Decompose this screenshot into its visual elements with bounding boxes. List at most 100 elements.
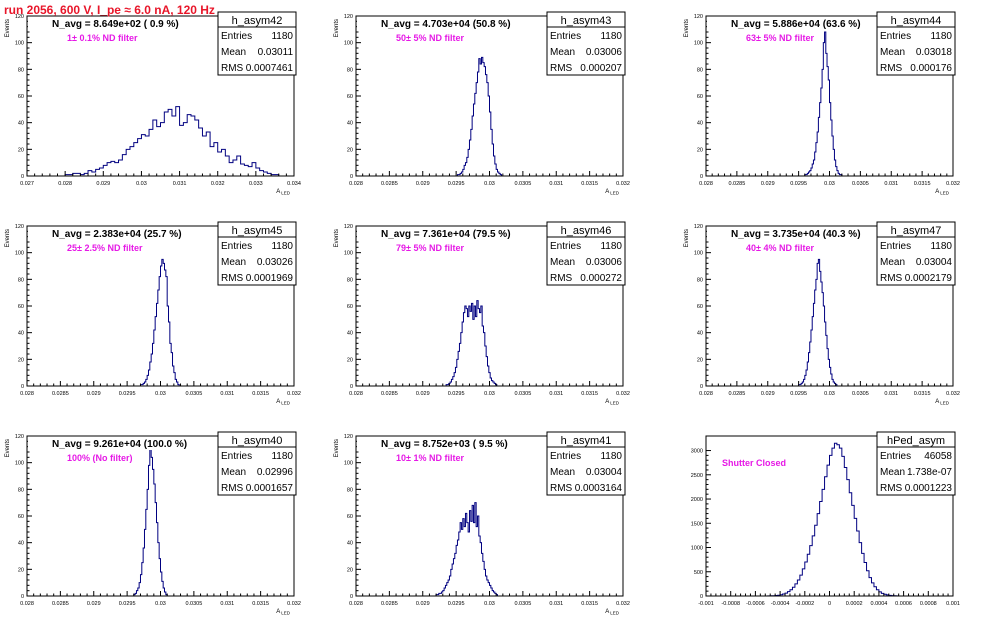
stat-value: 1180 bbox=[600, 451, 622, 462]
navg-box bbox=[357, 437, 547, 450]
y-tick-label: 40 bbox=[697, 121, 703, 127]
y-tick-label: 20 bbox=[347, 357, 353, 363]
x-tick-label: 0.032 bbox=[616, 181, 630, 187]
navg-box bbox=[707, 17, 897, 30]
y-tick-label: 80 bbox=[347, 277, 353, 283]
histogram-bars bbox=[456, 56, 503, 177]
y-tick-label: 0 bbox=[21, 594, 24, 600]
x-tick-label: 0.0285 bbox=[728, 391, 745, 397]
histogram-name: h_asym40 bbox=[232, 435, 283, 447]
x-tick-label: 0.031 bbox=[549, 181, 563, 187]
stat-key: RMS bbox=[550, 63, 573, 74]
x-tick-label: 0.031 bbox=[173, 181, 187, 187]
y-tick-label: 120 bbox=[694, 224, 703, 230]
x-tick-label: 0.03 bbox=[824, 391, 835, 397]
stat-key: RMS bbox=[221, 273, 244, 284]
x-axis-label: ALED bbox=[935, 399, 950, 406]
stat-value: 1180 bbox=[271, 451, 293, 462]
x-tick-label: 0.0315 bbox=[581, 391, 598, 397]
x-tick-label: 0.029 bbox=[416, 391, 430, 397]
x-axis-label: ALED bbox=[276, 399, 291, 406]
x-tick-label: 0.001 bbox=[946, 601, 960, 607]
stat-value: 0.000272 bbox=[580, 273, 622, 284]
x-tick-label: 0.0315 bbox=[914, 391, 931, 397]
stats-box bbox=[217, 431, 297, 496]
histogram-name: h_asym42 bbox=[232, 15, 283, 27]
stat-value: 1180 bbox=[930, 31, 952, 42]
stat-key: Mean bbox=[550, 257, 575, 268]
y-tick-label: 120 bbox=[344, 14, 353, 20]
navg-label: N_avg = 4.703e+04 (50.8 %) bbox=[381, 19, 511, 30]
filter-annotation: 100% (No filter) bbox=[67, 453, 133, 463]
histogram-panel-h_asym44: 0.028 0.0285 0.029 0.0295 0.03 0.0305 0.031 0.0… bbox=[684, 11, 960, 196]
x-axis-label: ALED bbox=[276, 189, 291, 196]
x-tick-label: -0.0006 bbox=[746, 601, 765, 607]
x-axis-label: ALED bbox=[276, 609, 291, 616]
stat-value: 1.738e-07 bbox=[907, 467, 952, 478]
navg-label: N_avg = 7.361e+04 (79.5 %) bbox=[381, 229, 511, 240]
stat-key: Entries bbox=[880, 451, 911, 462]
y-tick-label: 80 bbox=[18, 277, 24, 283]
x-tick-label: 0.0315 bbox=[581, 181, 598, 187]
x-tick-label: 0.028 bbox=[699, 181, 713, 187]
x-axis-label: ALED bbox=[605, 609, 620, 616]
x-tick-label: 0.0315 bbox=[581, 601, 598, 607]
x-tick-label: 0.034 bbox=[287, 181, 301, 187]
stat-key: Entries bbox=[550, 451, 581, 462]
y-tick-label: 0 bbox=[700, 174, 703, 180]
y-tick-label: 100 bbox=[15, 251, 24, 257]
stat-value: 1180 bbox=[271, 31, 293, 42]
histogram-name: h_asym43 bbox=[561, 15, 612, 27]
x-tick-label: 0.0285 bbox=[381, 601, 398, 607]
filter-annotation: 25± 2.5% ND filter bbox=[67, 243, 143, 253]
y-tick-label: 80 bbox=[347, 487, 353, 493]
y-tick-label: 40 bbox=[18, 541, 24, 547]
stat-value: 0.03026 bbox=[257, 257, 294, 268]
y-axis-label: Events bbox=[334, 229, 340, 247]
x-tick-label: 0.0305 bbox=[514, 391, 531, 397]
y-tick-label: 120 bbox=[344, 224, 353, 230]
y-tick-label: 20 bbox=[18, 357, 24, 363]
y-tick-label: 60 bbox=[347, 514, 353, 520]
x-tick-label: 0 bbox=[828, 601, 831, 607]
y-tick-label: 60 bbox=[697, 94, 703, 100]
stat-value: 0.000207 bbox=[580, 63, 622, 74]
x-tick-label: 0.028 bbox=[20, 391, 34, 397]
stat-value: 46058 bbox=[924, 451, 952, 462]
x-tick-label: 0.0285 bbox=[52, 601, 69, 607]
histogram-name: h_asym47 bbox=[891, 225, 942, 237]
stat-value: 0.03011 bbox=[258, 47, 294, 58]
stat-key: RMS bbox=[221, 63, 244, 74]
histogram-bars bbox=[64, 106, 280, 176]
x-tick-label: 0.029 bbox=[87, 601, 101, 607]
histogram-panel-hPed_asym: -0.001 -0.0008 -0.0006 -0.0004 -0.0002 0 0.000… bbox=[691, 431, 960, 607]
y-tick-label: 20 bbox=[347, 147, 353, 153]
y-axis-label: Events bbox=[5, 19, 11, 37]
x-tick-label: 0.028 bbox=[349, 391, 363, 397]
y-tick-label: 1500 bbox=[691, 521, 703, 527]
stat-value: 1180 bbox=[600, 31, 622, 42]
x-tick-label: 0.0305 bbox=[185, 601, 202, 607]
stat-key: Mean bbox=[880, 47, 905, 58]
histogram-bars bbox=[798, 258, 838, 386]
y-axis-label: Events bbox=[5, 439, 11, 457]
stat-value: 0.0007461 bbox=[246, 63, 294, 74]
stats-box bbox=[217, 221, 297, 286]
x-tick-label: 0.0305 bbox=[852, 181, 869, 187]
stat-value: 0.03004 bbox=[916, 257, 953, 268]
y-tick-label: 40 bbox=[18, 121, 24, 127]
x-tick-label: 0.0285 bbox=[381, 181, 398, 187]
y-tick-label: 0 bbox=[350, 174, 353, 180]
histogram-panel-h_asym47: 0.028 0.0285 0.029 0.0295 0.03 0.0305 0.031 0.0… bbox=[684, 221, 960, 406]
stat-key: RMS bbox=[880, 63, 903, 74]
x-axis-label: ALED bbox=[605, 189, 620, 196]
histogram-bars bbox=[804, 31, 843, 176]
navg-label: N_avg = 8.752e+03 ( 9.5 %) bbox=[381, 439, 508, 450]
x-tick-label: -0.0004 bbox=[771, 601, 790, 607]
stat-key: RMS bbox=[880, 273, 903, 284]
x-tick-label: 0.0305 bbox=[852, 391, 869, 397]
filter-annotation: 40± 4% ND filter bbox=[746, 243, 814, 253]
stat-key: Mean bbox=[221, 47, 246, 58]
histogram-name: h_asym45 bbox=[232, 225, 283, 237]
y-axis-label: Events bbox=[684, 19, 690, 37]
